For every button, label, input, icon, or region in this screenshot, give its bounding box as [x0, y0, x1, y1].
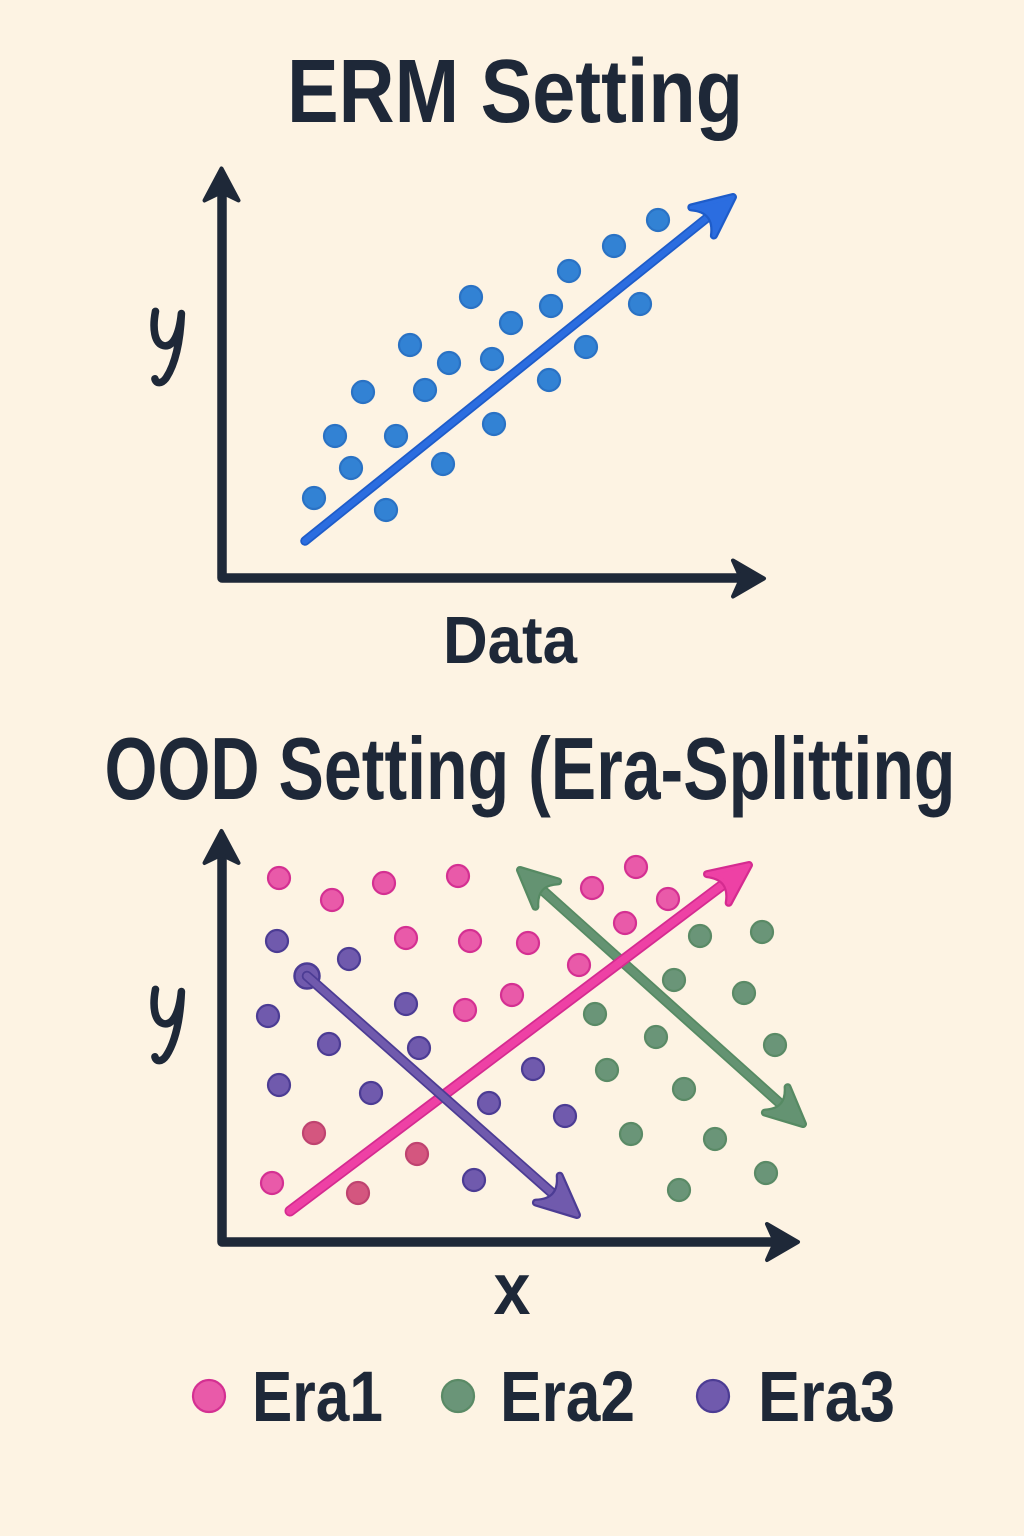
svg-text:ERM Setting: ERM Setting: [287, 42, 743, 142]
svg-text:OOD Setting (Era-Splitting: OOD Setting (Era-Splitting: [105, 719, 956, 818]
svg-text:Era3: Era3: [758, 1358, 895, 1437]
svg-text:Era2: Era2: [500, 1358, 635, 1437]
svg-text:x: x: [494, 1249, 531, 1330]
svg-text:Era1: Era1: [252, 1358, 383, 1437]
svg-text:Data: Data: [443, 603, 578, 678]
